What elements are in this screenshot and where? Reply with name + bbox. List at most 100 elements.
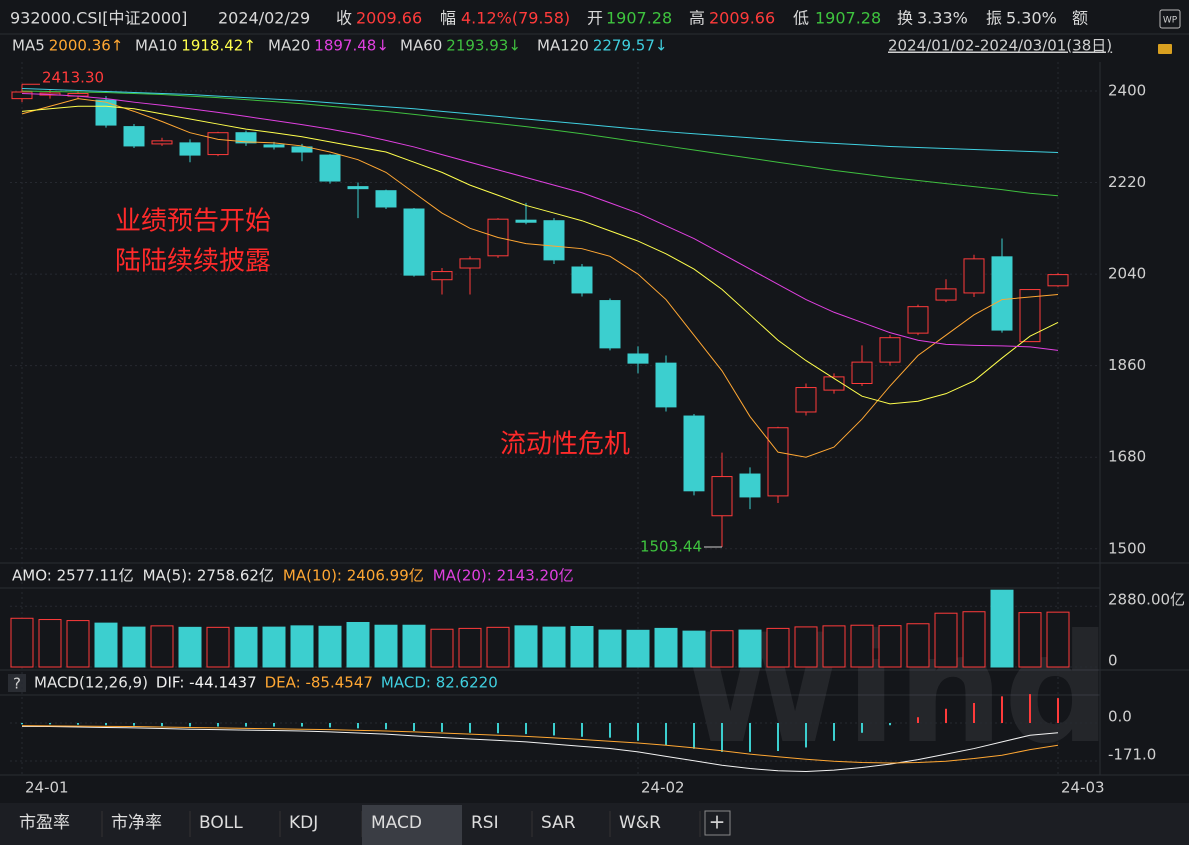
legend-value: 2000.36↑: [49, 37, 124, 55]
help-icon-label: ?: [13, 675, 21, 693]
candle-body: [711, 476, 733, 517]
candle-body: [879, 337, 901, 363]
tab[interactable]: BOLL: [199, 813, 243, 833]
volume-bar: [346, 621, 370, 668]
header-item: 1907.28: [815, 9, 881, 28]
header-item: 2009.66: [709, 9, 775, 28]
tab[interactable]: MACD: [371, 813, 422, 833]
header-item: 3.33%: [917, 9, 968, 28]
annotation: 业绩预告开始: [115, 207, 271, 237]
ma-line: [21, 98, 1059, 458]
legend-item: DEA: -85.4547: [265, 674, 373, 692]
candle-body: [655, 362, 677, 408]
header-item: 换: [897, 9, 913, 28]
y-tick-label: 1680: [1108, 448, 1146, 466]
volume-bar: [458, 627, 482, 668]
volume-bar: [374, 624, 398, 668]
add-tab-label: +: [709, 810, 726, 834]
candle-body: [935, 288, 957, 301]
y-tick-label: 2880.00亿: [1108, 591, 1185, 609]
legend-value: 2279.57↓: [593, 37, 668, 55]
annotation: 流动性危机: [500, 430, 630, 460]
volume-bar: [626, 629, 650, 668]
low-label: 1503.44: [640, 538, 702, 556]
header-item: 开: [587, 9, 603, 28]
header-item: 高: [689, 9, 705, 28]
volume-bar: [318, 625, 342, 668]
date-range[interactable]: 2024/01/02-2024/03/01(38日): [888, 37, 1112, 55]
legend-value: 1918.42↑: [181, 37, 256, 55]
y-tick-label: -171.0: [1108, 746, 1156, 764]
add-tab[interactable]: [704, 810, 731, 836]
candle-body: [179, 142, 201, 156]
macd-line: [21, 725, 1059, 764]
volume-bar: [542, 626, 566, 668]
candle-body: [515, 219, 537, 223]
volume-bar: [486, 626, 510, 668]
legend-value: 1897.48↓: [314, 37, 389, 55]
wp-icon[interactable]: [1159, 9, 1181, 29]
candle-body: [907, 306, 929, 334]
ma-line: [21, 87, 1059, 154]
tab[interactable]: W&R: [619, 813, 661, 833]
tab[interactable]: 市盈率: [19, 813, 70, 833]
volume-bar: [654, 627, 678, 668]
volume-bar: [290, 625, 314, 668]
candle-body: [599, 300, 621, 349]
volume-bar: [514, 625, 538, 668]
volume-bar: [1046, 611, 1070, 668]
tab[interactable]: RSI: [471, 813, 499, 833]
legend-name: MA5: [12, 37, 45, 55]
volume-bar: [402, 624, 426, 668]
header-item: 4.12%(79.58): [461, 9, 570, 28]
y-tick-label: 2400: [1108, 81, 1146, 99]
volume-bar: [934, 612, 958, 668]
legend-item: MA(20): 2143.20亿: [433, 567, 574, 585]
candle-body: [459, 258, 481, 269]
volume-bar: [206, 626, 230, 668]
volume-bar: [38, 619, 62, 668]
candle-body: [123, 126, 145, 147]
tab-active[interactable]: [362, 805, 462, 845]
candle-body: [207, 132, 229, 156]
candle-body: [851, 361, 873, 384]
volume-bar: [598, 629, 622, 668]
y-tick-label: 1500: [1108, 539, 1146, 557]
volume-bar: [906, 623, 930, 668]
header-item: 振: [986, 9, 1002, 28]
volume-bar: [150, 625, 174, 668]
volume-bar: [794, 626, 818, 668]
ma-line: [21, 105, 1059, 405]
lock-icon[interactable]: [1158, 44, 1172, 54]
annotation: 陆陆续续披露: [115, 247, 271, 277]
volume-bar: [94, 622, 118, 668]
candle-body: [739, 473, 761, 498]
tab[interactable]: 市净率: [111, 813, 162, 833]
volume-bar: [430, 628, 454, 668]
legend-name: MA120: [537, 37, 589, 55]
volume-bar: [178, 626, 202, 668]
candle-body: [1047, 274, 1069, 287]
candle-body: [431, 271, 453, 281]
volume-bar: [1018, 612, 1042, 668]
legend-item: MA(10): 2406.99亿: [283, 567, 424, 585]
y-tick-label: 2040: [1108, 265, 1146, 283]
header-item: 1907.28: [606, 9, 672, 28]
macd-line: [21, 725, 1059, 772]
candle-body: [263, 144, 285, 148]
legend-value: 2193.93↓: [446, 37, 521, 55]
candle-body: [795, 387, 817, 413]
y-tick-label: 2220: [1108, 173, 1146, 191]
candle-body: [95, 99, 117, 126]
tab[interactable]: KDJ: [289, 813, 318, 833]
volume-bar: [990, 589, 1014, 668]
candle-body: [627, 353, 649, 364]
volume-bar: [234, 626, 258, 668]
candle-body: [963, 258, 985, 294]
candle-body: [823, 376, 845, 391]
legend-item: MACD: 82.6220: [381, 674, 498, 692]
tab[interactable]: SAR: [541, 813, 576, 833]
candle-body: [767, 427, 789, 497]
